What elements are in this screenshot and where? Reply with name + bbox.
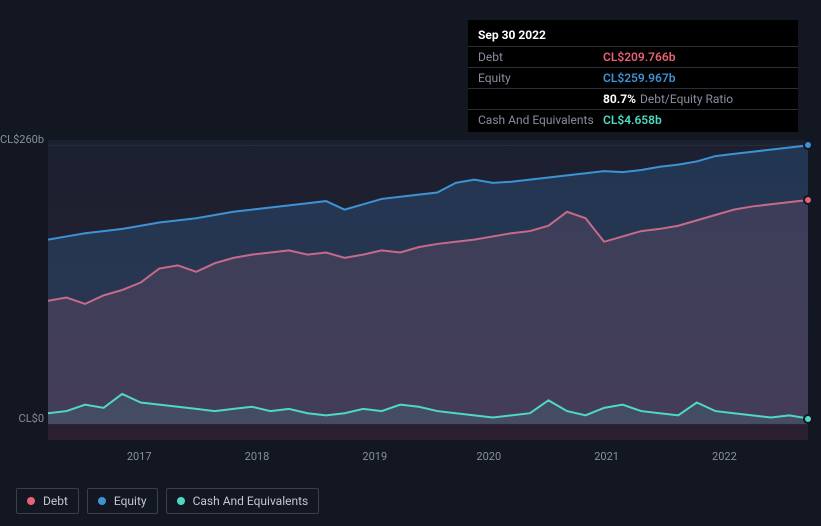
series-end-dot bbox=[803, 140, 813, 150]
series-end-dot bbox=[803, 414, 813, 424]
x-axis-label: 2018 bbox=[245, 450, 270, 463]
legend-item[interactable]: Cash And Equivalents bbox=[166, 488, 320, 514]
x-axis-label: 2022 bbox=[712, 450, 737, 463]
legend-dot-icon bbox=[98, 497, 106, 505]
y-axis-label: CL$0 bbox=[0, 412, 44, 425]
legend-label: Equity bbox=[114, 494, 147, 508]
area-chart-svg bbox=[48, 140, 808, 440]
tooltip-row-value: CL$4.658b bbox=[603, 113, 662, 127]
tooltip-row: Cash And EquivalentsCL$4.658b bbox=[468, 109, 798, 130]
y-axis-label: CL$260b bbox=[0, 133, 44, 146]
tooltip-ratio-pct: 80.7% bbox=[603, 92, 636, 106]
legend-item[interactable]: Equity bbox=[87, 488, 158, 514]
tooltip-row-value: CL$259.967b bbox=[603, 71, 675, 85]
chart-legend: Debt Equity Cash And Equivalents bbox=[16, 488, 319, 514]
x-axis-label: 2017 bbox=[127, 450, 152, 463]
x-axis-label: 2019 bbox=[362, 450, 387, 463]
tooltip-row-label: Debt bbox=[478, 50, 603, 64]
legend-dot-icon bbox=[27, 497, 35, 505]
tooltip-row: DebtCL$209.766b bbox=[468, 46, 798, 67]
x-axis-label: 2021 bbox=[594, 450, 619, 463]
tooltip-date: Sep 30 2022 bbox=[468, 26, 798, 46]
legend-label: Debt bbox=[43, 494, 68, 508]
tooltip-row: 80.7% Debt/Equity Ratio bbox=[468, 88, 798, 109]
chart-plot-area bbox=[48, 140, 808, 440]
tooltip-row-label: Equity bbox=[478, 71, 603, 85]
x-axis-label: 2020 bbox=[476, 450, 501, 463]
series-end-dot bbox=[803, 195, 813, 205]
legend-item[interactable]: Debt bbox=[16, 488, 79, 514]
chart-tooltip: Sep 30 2022 DebtCL$209.766bEquityCL$259.… bbox=[468, 20, 798, 132]
legend-label: Cash And Equivalents bbox=[193, 494, 309, 508]
tooltip-row-label bbox=[478, 92, 603, 106]
tooltip-row-label: Cash And Equivalents bbox=[478, 113, 603, 127]
tooltip-ratio-label: Debt/Equity Ratio bbox=[640, 92, 733, 106]
legend-dot-icon bbox=[177, 497, 185, 505]
tooltip-row: EquityCL$259.967b bbox=[468, 67, 798, 88]
tooltip-row-value: CL$209.766b bbox=[603, 50, 675, 64]
